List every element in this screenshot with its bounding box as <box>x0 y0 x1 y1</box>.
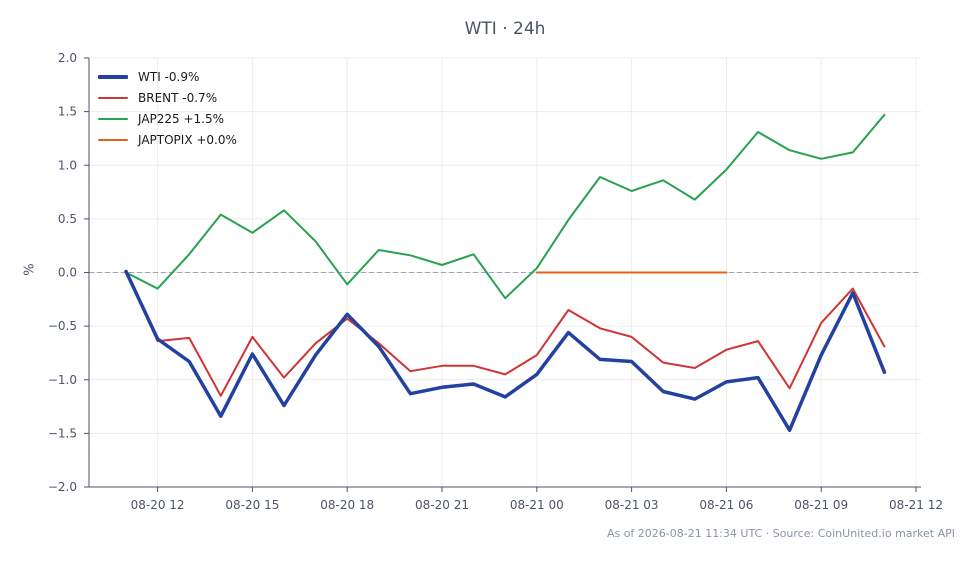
y-tick-label: −1.5 <box>48 426 77 440</box>
legend-label-brent: BRENT -0.7% <box>138 90 218 105</box>
x-tick-label: 08-20 21 <box>415 498 469 512</box>
axes-layer: 2.0 1.5 1.0 0.5 0.0 −0.5 −1.0 −1.5 −2.0 08-20 12 0… <box>48 51 943 512</box>
legend-item-wti[interactable]: WTI -0.9% <box>98 66 237 87</box>
legend-item-jap225[interactable]: JAP225 +1.5% <box>98 108 237 129</box>
legend-swatch-wti <box>98 74 128 79</box>
x-tick-label: 08-20 18 <box>320 498 374 512</box>
series-layer <box>124 113 887 432</box>
legend-item-brent[interactable]: BRENT -0.7% <box>98 87 237 108</box>
series-line-brent <box>125 270 886 397</box>
x-tick-label: 08-21 09 <box>794 498 848 512</box>
y-tick-label: 1.0 <box>58 158 77 172</box>
y-tick-label: −0.5 <box>48 319 77 333</box>
series-line-wti <box>124 269 887 432</box>
x-tick-label: 08-20 15 <box>225 498 279 512</box>
y-tick-label: 0.0 <box>58 266 77 280</box>
y-tick-label: 1.5 <box>58 105 77 119</box>
x-tick-label: 08-20 12 <box>131 498 185 512</box>
legend-swatch-jap225 <box>98 117 128 120</box>
chart-title: WTI · 24h <box>464 19 546 39</box>
series-line-jap225 <box>125 113 886 300</box>
y-tick-label: 2.0 <box>58 51 77 65</box>
legend-swatch-brent <box>98 96 128 99</box>
legend-label-wti: WTI -0.9% <box>138 69 200 84</box>
legend-label-japtopix: JAPTOPIX +0.0% <box>138 132 237 147</box>
x-tick-label: 08-21 06 <box>699 498 753 512</box>
y-tick-label: −1.0 <box>48 373 77 387</box>
x-tick-label: 08-21 12 <box>889 498 943 512</box>
legend-swatch-japtopix <box>98 138 128 141</box>
legend-label-jap225: JAP225 +1.5% <box>138 111 225 126</box>
legend: WTI -0.9% BRENT -0.7% JAP225 +1.5% JAPTO… <box>98 66 237 150</box>
legend-item-japtopix[interactable]: JAPTOPIX +0.0% <box>98 129 237 150</box>
y-tick-label: 0.5 <box>58 212 77 226</box>
y-tick-label: −2.0 <box>48 480 77 494</box>
x-tick-label: 08-21 00 <box>510 498 564 512</box>
x-tick-label: 08-21 03 <box>605 498 659 512</box>
y-axis-label: % <box>22 263 38 276</box>
footer-note: As of 2026-08-21 11:34 UTC · Source: Coi… <box>606 527 955 540</box>
